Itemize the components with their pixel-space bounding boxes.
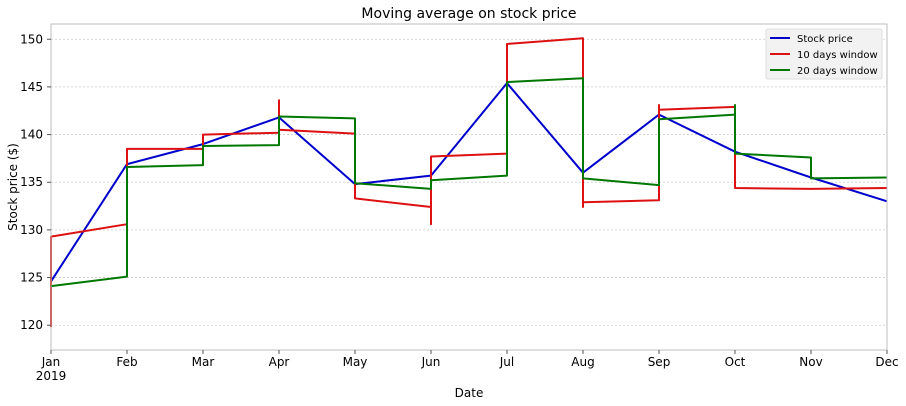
series-layer <box>50 37 888 328</box>
y-tick-label: 145 <box>20 80 43 94</box>
tick-layer: 120 125 130 135 140 145 150 Jan Feb Mar Apr May Jun J… <box>20 32 899 369</box>
x-tick-label: Dec <box>875 355 898 369</box>
x-tick-label: Jan <box>41 355 61 369</box>
x-tick-label: Jul <box>499 355 514 369</box>
y-tick-label: 120 <box>20 318 43 332</box>
x-tick-label: Sep <box>648 355 671 369</box>
x-tick-label: Oct <box>725 355 746 369</box>
grid-layer <box>51 38 887 326</box>
x-tick-label: Apr <box>269 355 290 369</box>
y-tick-label: 150 <box>20 32 43 46</box>
x-tick-label: Nov <box>799 355 822 369</box>
x-year-label: 2019 <box>36 369 67 383</box>
x-tick-label: Mar <box>192 355 215 369</box>
legend-box <box>765 28 883 80</box>
x-tick-label: Aug <box>571 355 594 369</box>
legend-label-10-days-window: 10 days window <box>797 50 878 61</box>
x-axis-label: Date <box>455 386 484 400</box>
series-line-stock-price <box>50 82 888 282</box>
y-tick-label: 135 <box>20 175 43 189</box>
legend: Stock price 10 days window 20 days window <box>765 28 883 80</box>
y-axis-label: Stock price ($) <box>6 143 20 231</box>
y-tick-label: 130 <box>20 223 43 237</box>
legend-label-stock-price: Stock price <box>797 34 853 45</box>
x-tick-label: May <box>343 355 368 369</box>
x-tick-label: Feb <box>116 355 137 369</box>
x-tick-label: Jun <box>421 355 441 369</box>
y-tick-label: 125 <box>20 271 43 285</box>
legend-label-20-days-window: 20 days window <box>797 66 878 77</box>
series-line-20-days-window <box>50 77 888 288</box>
plot-frame <box>50 23 888 351</box>
y-tick-label: 140 <box>20 128 43 142</box>
chart-title: Moving average on stock price <box>361 6 576 22</box>
